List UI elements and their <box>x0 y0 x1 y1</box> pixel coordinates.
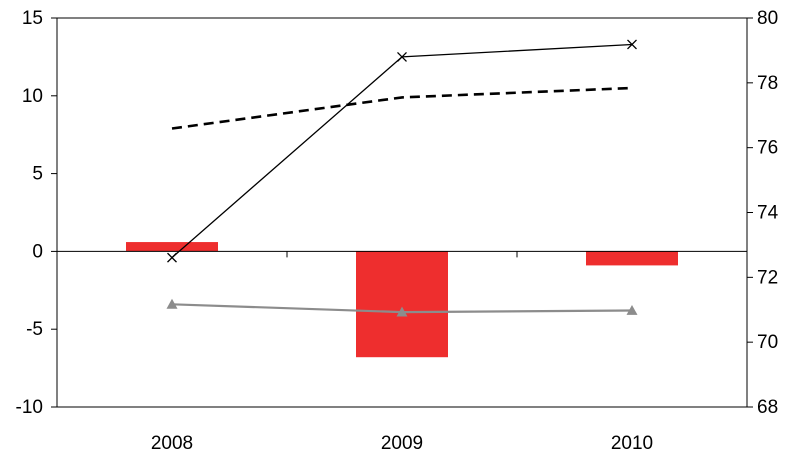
right-tick-label: 76 <box>757 138 778 159</box>
line-series-2 <box>171 86 633 130</box>
left-tick-label: -10 <box>16 397 43 418</box>
line-series-3 <box>166 298 638 317</box>
axes <box>51 17 753 408</box>
right-tick-label: 72 <box>757 267 778 288</box>
triangle-marker-2009 <box>396 306 408 317</box>
right-tick-label: 68 <box>757 397 778 418</box>
bar-2010 <box>586 251 678 266</box>
bar-2008 <box>126 242 218 252</box>
triangle-marker-2008 <box>166 298 178 309</box>
bar-series <box>126 242 678 358</box>
right-tick-label: 80 <box>757 8 778 29</box>
line-series-1 <box>167 39 637 263</box>
triangle-marker-2010 <box>626 305 638 315</box>
left-tick-label: 15 <box>22 8 43 29</box>
x-marker-2009 <box>397 51 407 62</box>
left-tick-label: 5 <box>32 164 43 185</box>
line-path-2 <box>171 86 633 130</box>
left-tick-label: -5 <box>26 319 43 340</box>
category-label: 2008 <box>151 433 193 454</box>
x-marker-2008 <box>167 252 177 263</box>
right-tick-label: 70 <box>757 332 778 353</box>
tick-labels: -10 -5 0 5 10 15 68 70 72 74 76 78 80 2008 2009 2010 <box>16 8 779 454</box>
category-label: 2009 <box>381 433 423 454</box>
right-tick-label: 74 <box>757 203 779 224</box>
left-tick-label: 0 <box>32 241 43 262</box>
line-series-group <box>166 39 638 317</box>
category-label: 2010 <box>611 433 653 454</box>
x-marker-2010 <box>627 39 637 50</box>
bar-2009 <box>356 251 448 358</box>
right-tick-label: 78 <box>757 73 778 94</box>
left-tick-label: 10 <box>22 86 43 107</box>
